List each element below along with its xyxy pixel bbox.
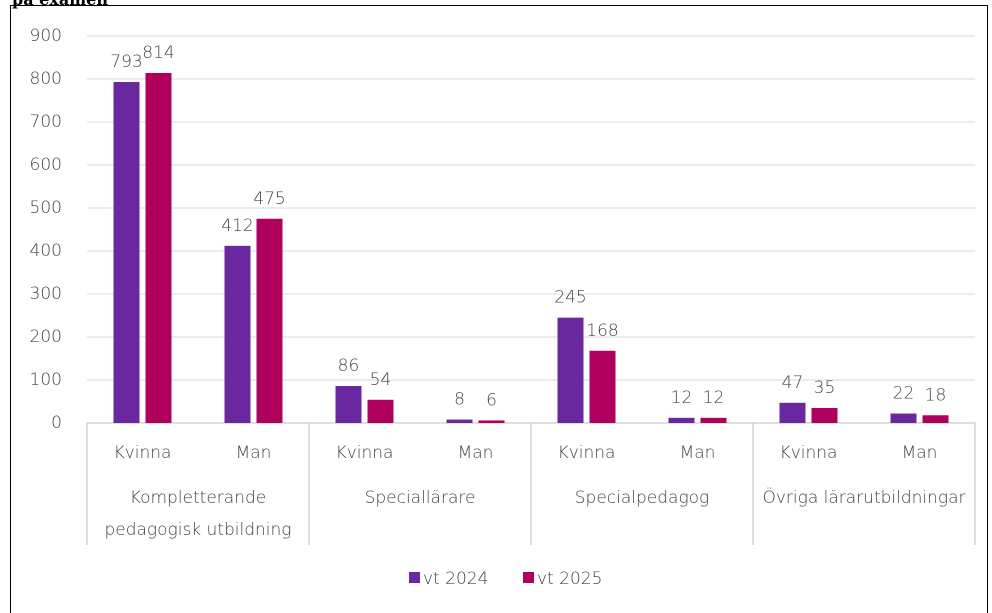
value-label: 12 <box>703 388 725 408</box>
bar <box>890 413 917 423</box>
x-tick-label: Kvinna <box>558 443 616 463</box>
value-label: 35 <box>814 378 836 398</box>
bar <box>557 317 584 423</box>
value-label: 814 <box>142 43 174 63</box>
bar <box>700 417 727 423</box>
bar <box>367 399 394 423</box>
value-label: 475 <box>253 189 285 209</box>
bar <box>922 415 949 423</box>
y-tick-label: 200 <box>30 327 62 347</box>
value-label: 12 <box>671 388 693 408</box>
value-label: 8 <box>454 390 465 410</box>
value-label: 22 <box>893 384 915 404</box>
value-label: 793 <box>110 52 142 72</box>
value-label: 47 <box>782 373 804 393</box>
y-tick-label: 500 <box>30 198 62 218</box>
y-tick-label: 600 <box>30 155 62 175</box>
x-tick-label: Kvinna <box>114 443 172 463</box>
group-label: Kompletterande pedagogisk utbildning <box>104 488 292 540</box>
frame <box>10 5 988 613</box>
x-tick-label: Man <box>458 443 494 463</box>
y-tick-label: 300 <box>30 284 62 304</box>
bar <box>668 417 695 423</box>
value-label: 86 <box>338 356 360 376</box>
bar <box>113 82 140 423</box>
legend-swatch <box>523 572 534 583</box>
y-tick-label: 400 <box>30 241 62 261</box>
bar <box>478 420 505 423</box>
x-tick-label: Man <box>902 443 938 463</box>
value-label: 54 <box>370 370 392 390</box>
legend-swatch <box>409 572 420 583</box>
group-label: Speciallärare <box>364 488 476 508</box>
legend-label: vt 2024 <box>423 569 488 589</box>
value-label: 412 <box>221 216 253 236</box>
bar <box>335 386 362 423</box>
chart-title: på examen <box>12 0 108 9</box>
bar <box>145 72 172 423</box>
group-label: Specialpedagog <box>574 488 710 508</box>
value-label: 168 <box>586 321 618 341</box>
y-tick-label: 0 <box>51 413 62 433</box>
y-tick-label: 900 <box>30 26 62 46</box>
x-tick-label: Man <box>680 443 716 463</box>
x-tick-label: Man <box>236 443 272 463</box>
group-label: Övriga lärarutbildningar <box>762 488 966 508</box>
x-tick-label: Kvinna <box>780 443 838 463</box>
value-label: 6 <box>486 390 497 410</box>
y-tick-label: 700 <box>30 112 62 132</box>
legend-label: vt 2025 <box>537 569 602 589</box>
bar <box>811 407 838 423</box>
value-label: 245 <box>554 288 586 308</box>
bar <box>779 402 806 423</box>
bar <box>446 419 473 423</box>
y-tick-label: 100 <box>30 370 62 390</box>
bar <box>256 218 283 423</box>
bar <box>589 350 616 423</box>
bar <box>224 245 251 423</box>
value-label: 18 <box>925 385 947 405</box>
y-tick-label: 800 <box>30 69 62 89</box>
x-tick-label: Kvinna <box>336 443 394 463</box>
